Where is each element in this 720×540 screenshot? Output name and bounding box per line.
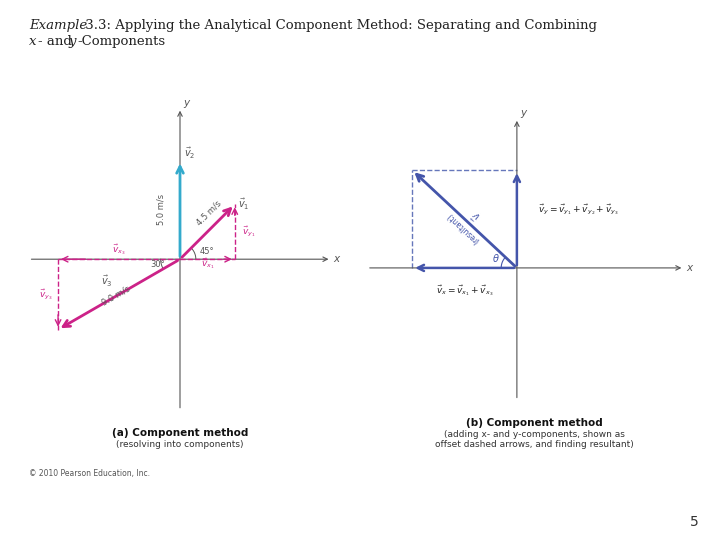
Text: Example: Example [29, 19, 87, 32]
Text: 9.0 m/s: 9.0 m/s [101, 284, 132, 307]
Text: y: y [521, 108, 526, 118]
Text: $\vec{v}_2$: $\vec{v}_2$ [184, 146, 196, 161]
Text: $\vec{v}$: $\vec{v}$ [469, 208, 485, 223]
Text: (b) Component method: (b) Component method [466, 418, 603, 428]
Text: $\vec{v}_{x_1}$: $\vec{v}_{x_1}$ [201, 257, 214, 272]
Text: 5: 5 [690, 515, 698, 529]
Text: y: y [68, 35, 76, 48]
Text: $\vec{v}_{y_3}$: $\vec{v}_{y_3}$ [39, 287, 53, 301]
Text: (a) Component method: (a) Component method [112, 428, 248, 438]
Text: $\theta$: $\theta$ [492, 252, 500, 264]
Text: 4.5 m/s: 4.5 m/s [195, 199, 223, 227]
Text: © 2010 Pearson Education, Inc.: © 2010 Pearson Education, Inc. [29, 469, 150, 478]
Text: 45°: 45° [199, 247, 214, 256]
Text: (adding x- and y-components, shown as: (adding x- and y-components, shown as [444, 430, 625, 439]
Text: $\vec{v}_1$: $\vec{v}_1$ [238, 197, 249, 212]
Text: x: x [686, 263, 692, 273]
Text: 5.0 m/s: 5.0 m/s [156, 194, 165, 226]
Text: y: y [184, 98, 189, 108]
Text: - and: - and [38, 35, 76, 48]
Text: offset dashed arrows, and finding resultant): offset dashed arrows, and finding result… [435, 441, 634, 449]
Text: x: x [333, 254, 339, 264]
Text: $\vec{v}_x = \vec{v}_{x_1} + \vec{v}_{x_3}$: $\vec{v}_x = \vec{v}_{x_1} + \vec{v}_{x_… [436, 284, 493, 298]
Text: $\vec{v}_{y_1}$: $\vec{v}_{y_1}$ [242, 225, 256, 239]
Text: 3.3: Applying the Analytical Component Method: Separating and Combining: 3.3: Applying the Analytical Component M… [81, 19, 597, 32]
Text: (resolving into components): (resolving into components) [116, 441, 244, 449]
Text: 30°: 30° [150, 260, 165, 269]
Text: $\vec{v}_y = \vec{v}_{y_1} + \vec{v}_{y_2} + \vec{v}_{y_3}$: $\vec{v}_y = \vec{v}_{y_1} + \vec{v}_{y_… [538, 202, 618, 217]
Text: $\vec{v}_{x_3}$: $\vec{v}_{x_3}$ [112, 242, 126, 256]
Text: -Components: -Components [77, 35, 165, 48]
Text: $\vec{v}_3$: $\vec{v}_3$ [102, 274, 113, 289]
Text: x: x [29, 35, 36, 48]
Text: (resultant): (resultant) [445, 211, 481, 245]
